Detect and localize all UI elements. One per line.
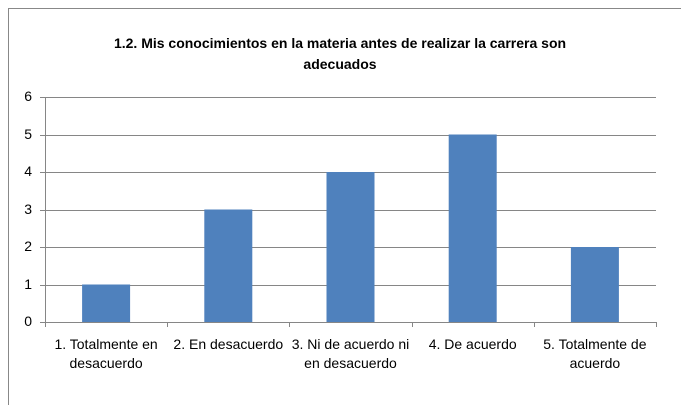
bar [204, 209, 253, 322]
y-tick-label: 1 [24, 276, 32, 292]
chart-title: 1.2. Mis conocimientos en la materia ant… [113, 35, 567, 72]
y-tick-label: 0 [24, 313, 32, 329]
bar [448, 134, 497, 322]
x-tick-label: 3. Ni de acuerdo ni en desacuerdo [291, 336, 410, 371]
bar [570, 247, 619, 322]
x-tick-label: 5. Totalmente de acuerdo [543, 336, 647, 371]
x-tick-label: 2. En desacuerdo [173, 336, 284, 352]
bar [326, 172, 375, 322]
y-tick-label: 2 [24, 238, 32, 254]
y-tick-label: 3 [24, 201, 32, 217]
bar [82, 284, 131, 322]
y-tick-label: 4 [24, 163, 32, 179]
y-tick-label: 6 [24, 88, 32, 104]
x-tick-label: 4. De acuerdo [428, 336, 517, 352]
y-tick-label: 5 [24, 126, 32, 142]
x-tick-label: 1. Totalmente en desacuerdo [54, 336, 158, 371]
